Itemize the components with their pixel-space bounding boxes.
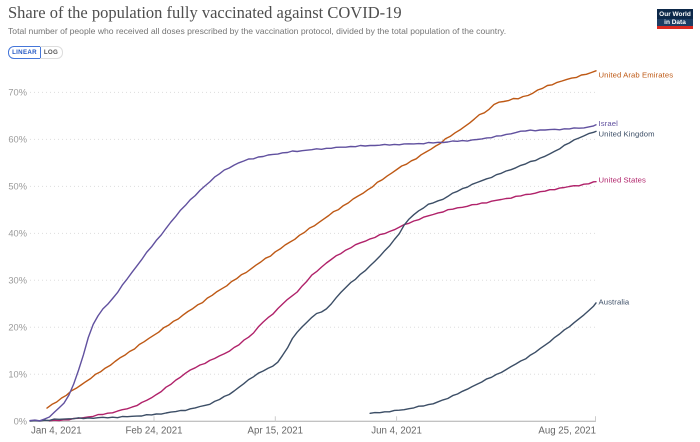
svg-text:Aug 25, 2021: Aug 25, 2021 <box>538 426 596 437</box>
svg-text:70%: 70% <box>8 87 27 97</box>
svg-text:10%: 10% <box>8 369 27 379</box>
svg-text:30%: 30% <box>8 275 27 285</box>
svg-text:50%: 50% <box>8 181 27 191</box>
svg-text:Israel: Israel <box>599 119 619 128</box>
svg-text:20%: 20% <box>8 322 27 332</box>
svg-text:United Arab Emirates: United Arab Emirates <box>599 70 674 79</box>
svg-text:40%: 40% <box>8 228 27 238</box>
svg-text:Jan 4, 2021: Jan 4, 2021 <box>31 426 82 437</box>
svg-text:0%: 0% <box>14 416 27 426</box>
svg-text:Jun 4, 2021: Jun 4, 2021 <box>371 426 422 437</box>
svg-text:60%: 60% <box>8 134 27 144</box>
svg-text:Apr 15, 2021: Apr 15, 2021 <box>248 426 303 437</box>
svg-text:United Kingdom: United Kingdom <box>599 129 655 138</box>
svg-text:Australia: Australia <box>599 298 630 307</box>
svg-text:Feb 24, 2021: Feb 24, 2021 <box>125 426 182 437</box>
svg-text:United States: United States <box>599 176 647 185</box>
